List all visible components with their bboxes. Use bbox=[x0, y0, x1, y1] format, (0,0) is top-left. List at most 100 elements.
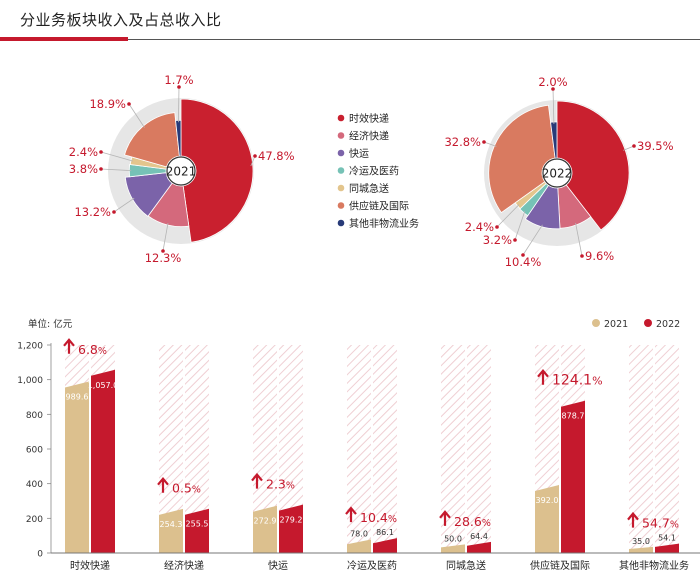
growth-label: 28.6% bbox=[454, 514, 491, 529]
leader-dot bbox=[161, 249, 165, 253]
growth-label: 0.5% bbox=[172, 481, 201, 496]
growth-value: 124.1 bbox=[552, 373, 592, 389]
x-tick-label: 供应链及国际 bbox=[530, 559, 590, 572]
y-tick-label: 400 bbox=[26, 480, 43, 490]
donut-center bbox=[166, 156, 196, 186]
growth-label: 124.1% bbox=[552, 373, 603, 389]
bar-2022 bbox=[185, 508, 209, 553]
slice-label: 12.3% bbox=[145, 251, 182, 265]
value-label-2021: 392.0 bbox=[536, 496, 559, 505]
bar-2021 bbox=[629, 546, 653, 553]
arrow-up-icon bbox=[63, 338, 75, 354]
bar-2022 bbox=[467, 541, 491, 553]
value-label-2022: 64.4 bbox=[470, 532, 488, 541]
growth-percent: % bbox=[286, 481, 295, 492]
growth-percent: % bbox=[388, 514, 397, 525]
donut-chart-2022: 39.5% 9.6% 10.4% 3.2%2.4% 32.8% 2.0% 2022 bbox=[444, 75, 673, 269]
legend-item: 冷运及医药 bbox=[349, 165, 399, 178]
growth-value: 28.6 bbox=[454, 514, 482, 529]
bar-legend-swatch-2021 bbox=[592, 319, 600, 327]
arrow-up-icon bbox=[627, 511, 639, 528]
growth-value: 0.5 bbox=[172, 481, 192, 496]
growth-value: 10.4 bbox=[360, 510, 388, 525]
arrow-up-icon bbox=[345, 506, 357, 523]
y-tick-label: 800 bbox=[26, 411, 43, 421]
bar-2021 bbox=[535, 485, 559, 553]
value-label-2021: 50.0 bbox=[444, 534, 462, 543]
page-title: 分业务板块收入及占总收入比 bbox=[20, 11, 222, 29]
legend-item: 其他非物流业务 bbox=[349, 217, 419, 230]
bar-legend-2021: 2021 bbox=[604, 319, 628, 330]
slice-label: 18.9% bbox=[89, 97, 126, 111]
donut-slice bbox=[124, 172, 173, 217]
value-label-2022: 255.5 bbox=[186, 520, 209, 529]
leader-dot bbox=[580, 254, 584, 258]
leader-dot bbox=[482, 140, 486, 144]
slice-label: 39.5% bbox=[637, 139, 674, 153]
legend-swatch bbox=[337, 132, 345, 139]
title-rule bbox=[0, 37, 700, 41]
leader-line bbox=[113, 197, 135, 213]
growth-annotation: 54.7% bbox=[627, 511, 679, 531]
x-tick-label: 经济快递 bbox=[164, 559, 204, 572]
y-tick-label: 200 bbox=[26, 515, 43, 525]
arrow-up-icon bbox=[157, 476, 169, 493]
unit-label: 单位: 亿元 bbox=[28, 318, 73, 330]
leader-line bbox=[514, 210, 526, 241]
growth-percent: % bbox=[98, 346, 107, 357]
growth-percent: % bbox=[192, 485, 201, 496]
leader-line bbox=[128, 103, 145, 128]
donut-slice bbox=[556, 100, 630, 231]
leader-line bbox=[177, 86, 180, 123]
bar-legend-swatch-2022 bbox=[644, 319, 652, 327]
bar-2021 bbox=[347, 539, 371, 553]
legend-item: 供应链及国际 bbox=[349, 200, 409, 213]
growth-annotation: 10.4% bbox=[345, 506, 397, 525]
bar-2021 bbox=[253, 505, 277, 553]
slice-label: 2.4% bbox=[465, 220, 494, 234]
bar-2022 bbox=[373, 538, 397, 553]
leader-dot bbox=[112, 210, 116, 214]
slice-label: 47.8% bbox=[258, 149, 295, 163]
donut-slice bbox=[124, 112, 180, 168]
bar-background bbox=[467, 345, 491, 553]
y-tick-label: 0 bbox=[37, 550, 43, 560]
bar-2021 bbox=[441, 544, 465, 553]
slice-label: 1.7% bbox=[164, 73, 193, 87]
donut-slice bbox=[524, 184, 561, 230]
growth-value: 54.7 bbox=[642, 516, 670, 531]
donut-center-label: 2021 bbox=[166, 165, 197, 179]
donut-slice bbox=[175, 119, 182, 157]
growth-annotation: 28.6% bbox=[439, 510, 491, 529]
x-tick-label: 其他非物流业务 bbox=[619, 559, 689, 572]
bar-chart: 单位: 亿元 2021 2022 0 200 400 600 800 1,000 1,200 989… bbox=[17, 318, 700, 572]
value-label-2022: 279.2 bbox=[280, 516, 303, 525]
slice-label: 10.4% bbox=[505, 255, 542, 269]
legend-item: 经济快递 bbox=[349, 130, 389, 143]
value-label-2021: 78.0 bbox=[350, 529, 368, 538]
slice-label: 32.8% bbox=[444, 135, 481, 149]
arrow-up-icon bbox=[439, 510, 451, 526]
growth-annotation: 6.8% bbox=[63, 338, 107, 357]
growth-percent: % bbox=[670, 520, 679, 531]
growth-annotation: 124.1% bbox=[537, 368, 603, 389]
growth-value: 2.3 bbox=[266, 477, 286, 492]
slice-label: 3.2% bbox=[483, 233, 512, 247]
growth-label: 54.7% bbox=[642, 516, 679, 531]
growth-label: 2.3% bbox=[266, 477, 295, 492]
legend-swatch bbox=[337, 219, 345, 227]
bar-2022 bbox=[91, 369, 115, 553]
bar-legend-2022: 2022 bbox=[656, 319, 680, 330]
legend-swatch bbox=[337, 202, 345, 209]
leader-line bbox=[100, 168, 132, 172]
bar-2021 bbox=[159, 508, 183, 553]
leader-dot bbox=[521, 253, 525, 257]
slice-label: 3.8% bbox=[69, 162, 98, 176]
leader-dot bbox=[99, 150, 103, 154]
value-label-2021: 272.9 bbox=[254, 517, 277, 526]
y-tick-label: 600 bbox=[26, 446, 43, 456]
x-tick-label: 快运 bbox=[268, 560, 288, 572]
donut-chart-2021: 47.8% 12.3% 13.2% 3.8% 2.4% 18.9% 1.7% 2021 bbox=[69, 73, 295, 265]
